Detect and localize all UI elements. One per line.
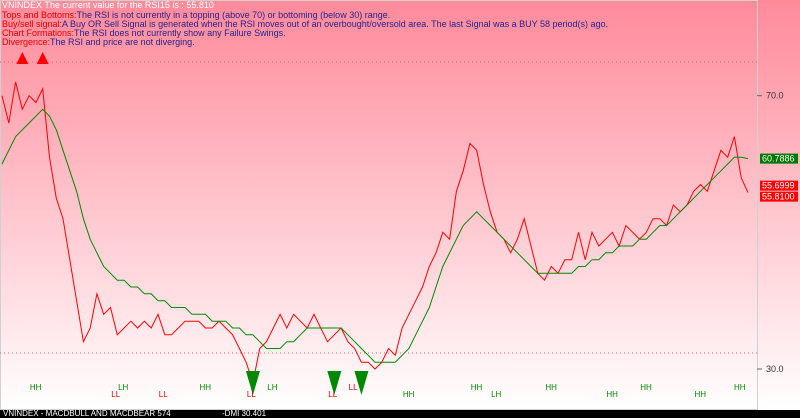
buy-signal-marker [245,371,260,395]
swing-label: HH [403,390,415,399]
swing-label: LH [491,390,501,399]
rsi-value-box-1-bg [760,180,798,191]
swing-label: HH [471,383,483,392]
y-tick-label: 70.0 [766,91,784,101]
sell-signal-marker [36,52,49,64]
window-title: VNINDEX The current value for the RSI15 … [2,0,214,10]
signal-value-box-text: 60.7886 [762,154,795,164]
swing-label: LL [349,383,358,392]
commentary-text: The RSI is not currently in a topping (a… [76,10,391,20]
rsi-value-box-1-text: 55.6999 [762,181,795,191]
swing-label: HH [545,383,557,392]
commentary-label: Tops and Bottoms: [2,10,77,20]
rsi-value-box-2-text: 55.8100 [762,192,795,202]
rsi-value-box-2-bg [760,191,798,202]
sell-signal-marker [16,52,29,64]
indicator-footer-bar: VNINDEX - MACDBULL AND MACDBEAR 574 -DMI… [0,410,800,418]
plot-frame [0,0,758,410]
commentary-label: Buy/sell signal: [2,19,63,29]
commentary-tops-bottoms: Tops and Bottoms:The RSI is not currentl… [2,11,390,20]
swing-label: LH [118,383,128,392]
commentary-buy-sell: Buy/sell signal:A Buy OR Sell Signal is … [2,20,608,29]
footer-right-text: -DMI 30.401 [222,409,267,418]
swing-label: HH [606,390,618,399]
y-tick-label: 30.0 [766,364,784,374]
commentary-text: A Buy OR Sell Signal is generated when t… [62,19,609,29]
commentary-label: Divergence: [2,37,51,47]
swing-label: LL [159,390,168,399]
swing-label: LL [247,390,256,399]
swing-label: LL [111,390,120,399]
swing-label: LL [328,390,337,399]
commentary-text: The RSI does not currently show any Fail… [74,28,286,38]
swing-label: HH [199,383,211,392]
swing-label: HH [30,383,42,392]
swing-label: LH [267,383,277,392]
buy-signal-marker [327,371,342,395]
signal-line [1,108,749,363]
footer-left-text: VNINDEX - MACDBULL AND MACDBEAR 574 [3,409,171,418]
commentary-label: Chart Formations: [2,28,75,38]
signal-value-box-bg [760,153,798,164]
buy-signal-marker [354,371,369,395]
swing-label: HH [695,390,707,399]
rsi-line [1,81,749,385]
swing-label: HH [640,383,652,392]
swing-label: HH [734,383,746,392]
commentary-chart-formations: Chart Formations:The RSI does not curren… [2,29,286,38]
commentary-text: The RSI and price are not diverging. [50,37,195,47]
commentary-divergence: Divergence:The RSI and price are not div… [2,38,195,47]
